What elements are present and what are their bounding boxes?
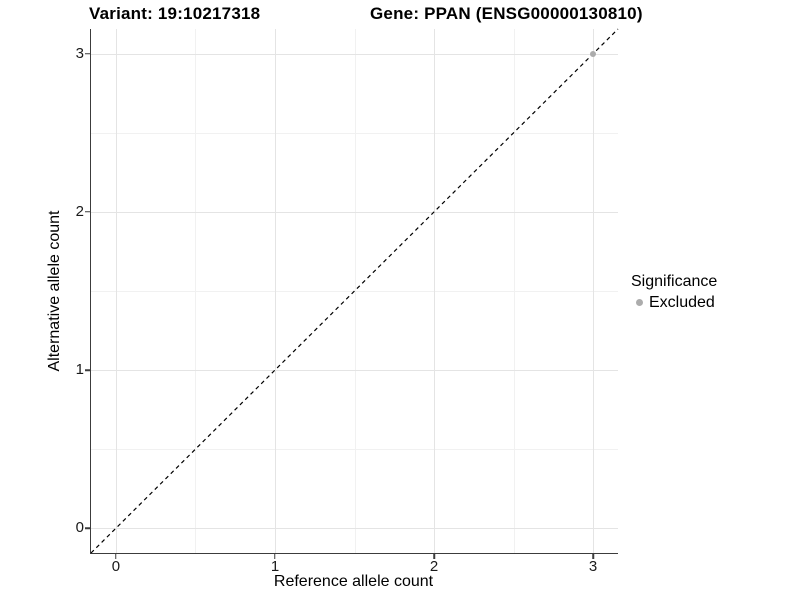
x-tick-label: 1 bbox=[270, 558, 280, 575]
legend-item-label: Excluded bbox=[649, 294, 715, 311]
gridline-major-vertical bbox=[434, 29, 435, 553]
x-axis-tick bbox=[592, 553, 594, 559]
gridline-major-horizontal bbox=[91, 211, 618, 213]
x-tick-label: 0 bbox=[111, 558, 121, 575]
variant-title: Variant: 19:10217318 bbox=[89, 4, 261, 23]
x-axis-title: Reference allele count bbox=[273, 573, 434, 590]
plot-title-row: Variant: 19:10217318 Gene: PPAN (ENSG000… bbox=[0, 4, 800, 26]
gridline-major-vertical bbox=[115, 29, 117, 553]
legend-title: Significance bbox=[631, 273, 718, 290]
x-axis-tick bbox=[115, 553, 117, 559]
legend-item-excluded: Excluded bbox=[630, 293, 717, 312]
x-axis-tick bbox=[274, 553, 276, 559]
x-tick-label: 3 bbox=[588, 558, 598, 575]
identity-reference-line-layer bbox=[90, 28, 619, 554]
y-axis-tick bbox=[85, 211, 91, 213]
gridline-major-horizontal bbox=[91, 528, 618, 530]
y-tick-label: 0 bbox=[75, 518, 84, 536]
data-point-excluded bbox=[590, 50, 597, 57]
y-axis-title: Alternative allele count bbox=[46, 210, 63, 372]
gridline-minor-horizontal bbox=[91, 132, 618, 134]
excluded-marker-icon bbox=[636, 299, 643, 306]
x-tick-label: 2 bbox=[429, 558, 439, 575]
y-tick-label: 3 bbox=[75, 44, 84, 62]
gridline-major-vertical bbox=[274, 29, 276, 553]
x-axis-tick bbox=[433, 553, 435, 559]
gridline-major-vertical bbox=[593, 29, 595, 553]
gene-title: Gene: PPAN (ENSG00000130810) bbox=[370, 4, 643, 23]
legend: Significance Excluded bbox=[630, 272, 717, 312]
gridline-major-horizontal bbox=[91, 53, 618, 55]
y-axis-tick bbox=[85, 369, 91, 371]
y-axis-tick bbox=[85, 53, 91, 55]
plot-panel: 0 1 2 3 0 1 2 3 bbox=[76, 28, 619, 575]
identity-reference-line bbox=[90, 28, 619, 554]
gridline-major-horizontal bbox=[91, 370, 618, 372]
y-axis-tick bbox=[85, 527, 91, 529]
gridline-minor-horizontal bbox=[91, 449, 618, 451]
y-tick-label: 1 bbox=[75, 360, 84, 378]
y-tick-label: 2 bbox=[75, 202, 84, 220]
